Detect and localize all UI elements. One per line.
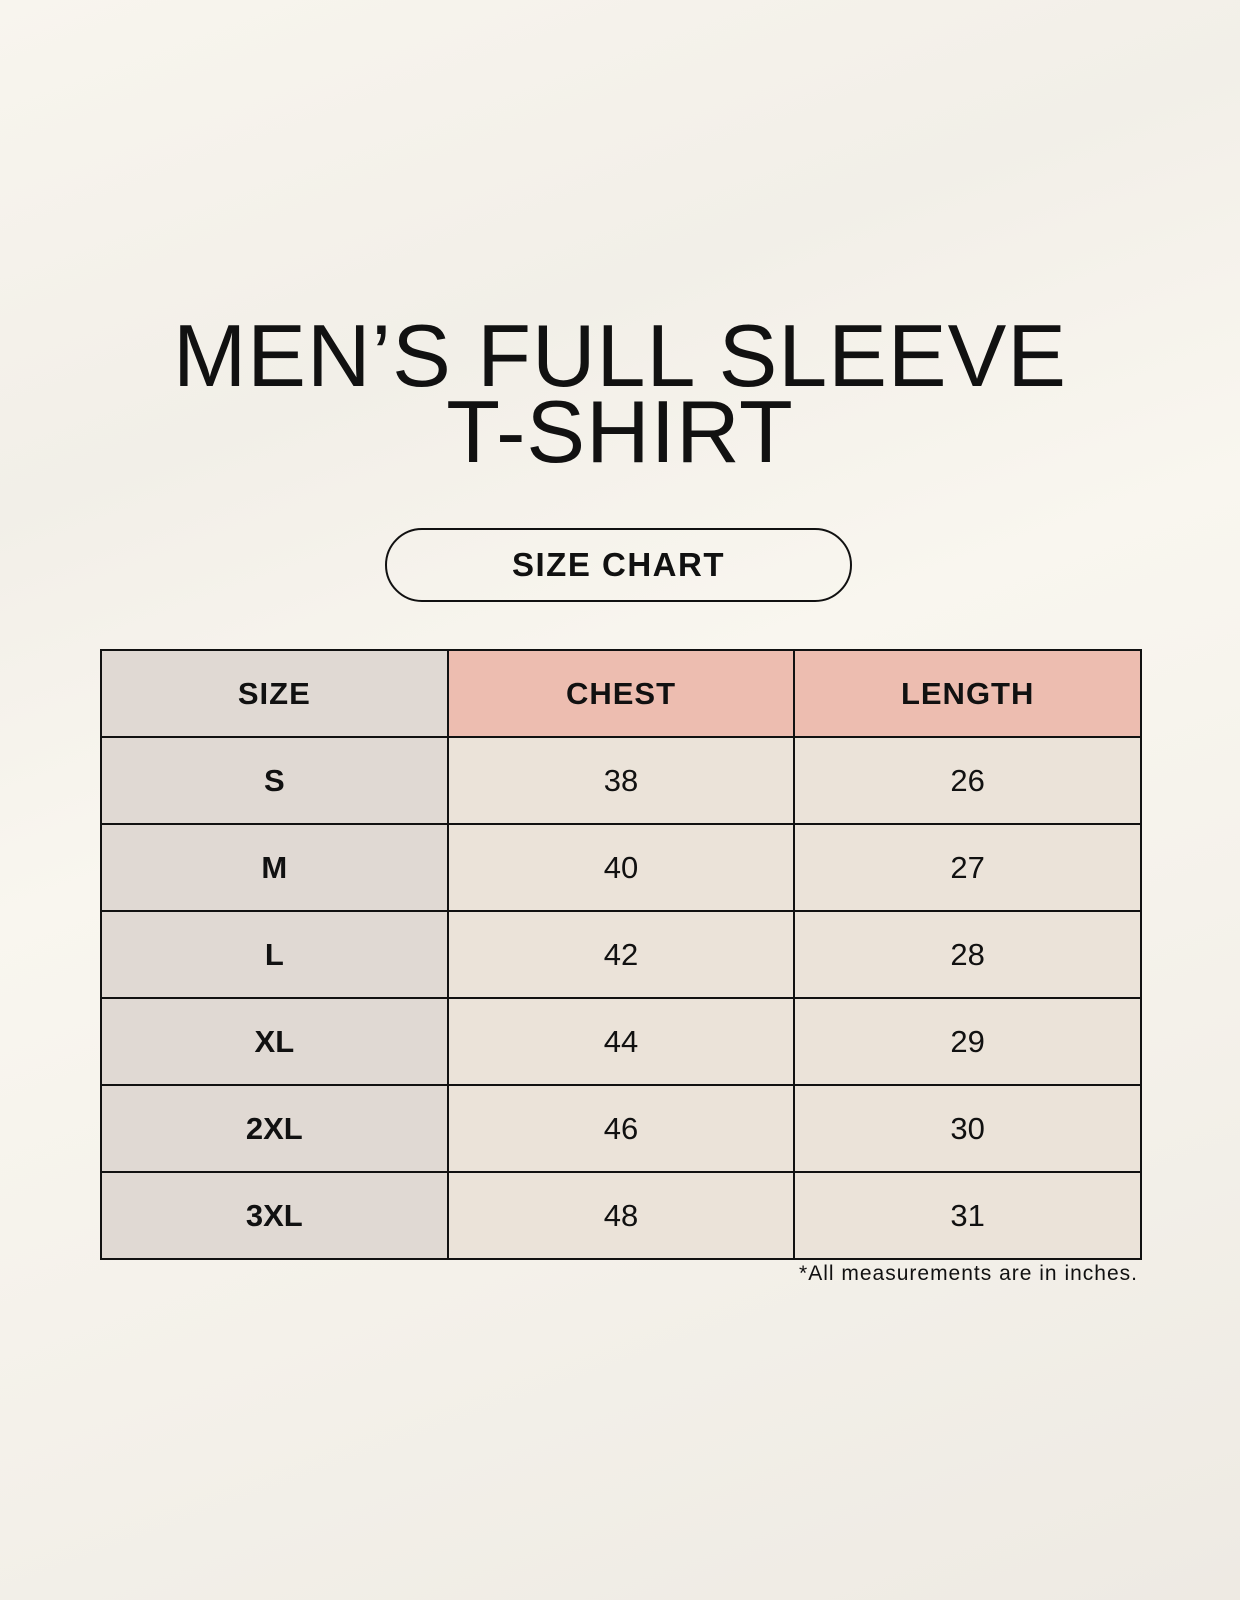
size-cell: 3XL xyxy=(100,1171,449,1260)
title-line-2: T-SHIRT xyxy=(446,382,794,481)
size-cell: S xyxy=(100,736,449,825)
size-cell: XL xyxy=(100,997,449,1086)
chest-cell: 40 xyxy=(446,823,796,912)
length-cell: 28 xyxy=(793,910,1142,999)
table-header-row: SIZE CHEST LENGTH xyxy=(100,649,1142,738)
size-cell: 2XL xyxy=(100,1084,449,1173)
table-row: 2XL 46 30 xyxy=(100,1084,1142,1173)
header-size: SIZE xyxy=(100,649,449,738)
header-chest: CHEST xyxy=(446,649,796,738)
chest-cell: 38 xyxy=(446,736,796,825)
table-row: XL 44 29 xyxy=(100,997,1142,1086)
length-cell: 30 xyxy=(793,1084,1142,1173)
size-cell: L xyxy=(100,910,449,999)
page-title: MEN’S FULL SLEEVE T-SHIRT xyxy=(0,306,1240,481)
table-row: M 40 27 xyxy=(100,823,1142,912)
size-cell: M xyxy=(100,823,449,912)
footnote: *All measurements are in inches. xyxy=(799,1262,1138,1285)
length-cell: 27 xyxy=(793,823,1142,912)
title-line-1: MEN’S FULL SLEEVE xyxy=(172,306,1068,405)
length-cell: 29 xyxy=(793,997,1142,1086)
size-table: SIZE CHEST LENGTH S 38 26 M 40 27 L 42 28 XL 44 29 2… xyxy=(100,649,1142,1260)
table-row: 3XL 48 31 xyxy=(100,1171,1142,1260)
chest-cell: 48 xyxy=(446,1171,796,1260)
chest-cell: 44 xyxy=(446,997,796,1086)
table-row: L 42 28 xyxy=(100,910,1142,999)
header-length: LENGTH xyxy=(793,649,1142,738)
chest-cell: 46 xyxy=(446,1084,796,1173)
chest-cell: 42 xyxy=(446,910,796,999)
size-chart-badge: SIZE CHART xyxy=(385,528,852,602)
length-cell: 26 xyxy=(793,736,1142,825)
length-cell: 31 xyxy=(793,1171,1142,1260)
table-row: S 38 26 xyxy=(100,736,1142,825)
